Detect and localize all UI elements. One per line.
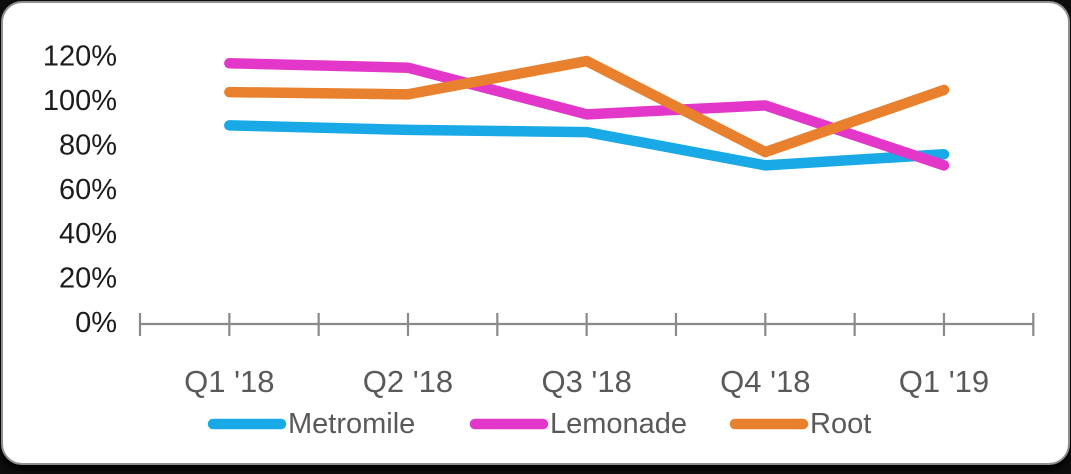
x-axis-label: Q1 '18 <box>184 364 274 399</box>
x-axis-label: Q3 '18 <box>541 364 631 399</box>
x-axis <box>138 313 1035 336</box>
x-axis-labels: Q1 '18 Q2 '18 Q3 '18 Q4 '18 Q1 '19 <box>184 364 989 399</box>
chart-card: 0% 20% 40% 60% 80% 100% 120% Q1 '18 Q2 '18 Q3 '1… <box>1 1 1070 465</box>
y-axis-label: 60% <box>59 174 117 206</box>
series-line-metromile <box>224 120 950 171</box>
y-axis-label: 100% <box>43 85 117 117</box>
series-line-lemonade <box>224 58 950 171</box>
y-axis-labels: 0% 20% 40% 60% 80% 100% 120% <box>43 41 117 339</box>
y-axis-label: 0% <box>75 307 117 339</box>
x-axis-label: Q4 '18 <box>720 364 810 399</box>
series-line-root <box>224 55 950 158</box>
y-axis-label: 20% <box>59 263 117 295</box>
legend-label-lemonade: Lemonade <box>550 408 687 440</box>
series-lines <box>224 55 950 171</box>
x-axis-label: Q2 '18 <box>363 364 453 399</box>
chart-legend: Metromile Lemonade Root <box>207 408 871 440</box>
legend-label-root: Root <box>810 408 871 440</box>
y-axis-label: 80% <box>59 129 117 161</box>
legend-label-metromile: Metromile <box>288 408 415 440</box>
x-axis-label: Q1 '19 <box>899 364 989 399</box>
y-axis-label: 40% <box>59 218 117 250</box>
loss-ratio-line-chart: 0% 20% 40% 60% 80% 100% 120% Q1 '18 Q2 '18 Q3 '1… <box>43 41 1035 440</box>
y-axis-label: 120% <box>43 41 117 73</box>
